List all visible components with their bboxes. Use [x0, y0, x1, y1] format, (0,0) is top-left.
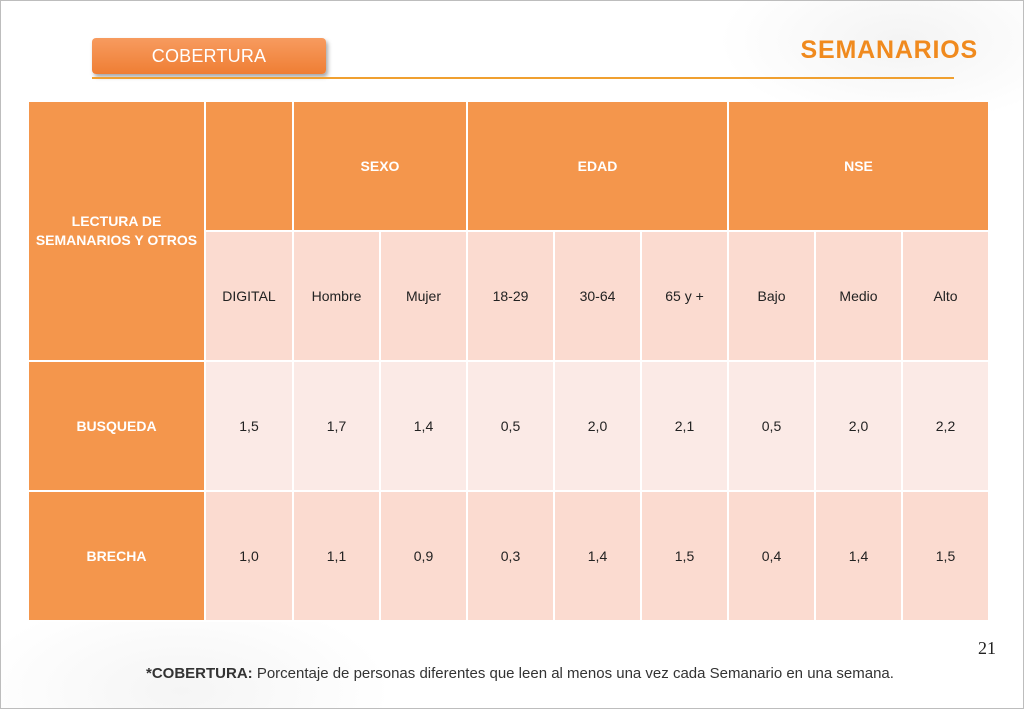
page-number: 21 [978, 638, 996, 658]
footnote: *COBERTURA: Porcentaje de personas difer… [146, 664, 906, 683]
column-header: 30-64 [555, 232, 640, 360]
group-header-edad: EDAD [468, 102, 727, 230]
table-cell: 2,0 [555, 362, 640, 490]
table-cell: 1,4 [381, 362, 466, 490]
column-header: Hombre [294, 232, 379, 360]
group-header-row: LECTURA DE SEMANARIOS Y OTROS SEXO EDAD … [29, 102, 988, 360]
table-cell: 1,4 [816, 492, 901, 620]
table-cell: 1,1 [294, 492, 379, 620]
table-cell: 2,0 [816, 362, 901, 490]
column-header: Bajo [729, 232, 814, 360]
row-label: BRECHA [29, 492, 204, 620]
section-tab: COBERTURA [92, 38, 326, 74]
footnote-text: Porcentaje de personas diferentes que le… [252, 665, 894, 682]
column-header: 65 y + [642, 232, 727, 360]
table-cell: 1,5 [642, 492, 727, 620]
column-header: DIGITAL [206, 232, 292, 360]
column-header: 18-29 [468, 232, 553, 360]
table-cell: 0,4 [729, 492, 814, 620]
group-header-nse: NSE [729, 102, 988, 230]
group-header-blank [206, 102, 292, 230]
table-cell: 1,5 [206, 362, 292, 490]
section-tab-label: COBERTURA [151, 45, 267, 66]
data-table: LECTURA DE SEMANARIOS Y OTROS SEXO EDAD … [27, 100, 990, 622]
table-row: BRECHA 1,0 1,1 0,9 0,3 1,4 1,5 0,4 1,4 1… [29, 492, 988, 620]
table-cell: 2,1 [642, 362, 727, 490]
table-cell: 1,7 [294, 362, 379, 490]
table-cell: 2,2 [903, 362, 988, 490]
table-cell: 0,5 [468, 362, 553, 490]
corner-label: LECTURA DE SEMANARIOS Y OTROS [29, 102, 204, 360]
table-cell: 1,5 [903, 492, 988, 620]
table-row: BUSQUEDA 1,5 1,7 1,4 0,5 2,0 2,1 0,5 2,0… [29, 362, 988, 490]
column-header: Alto [903, 232, 988, 360]
table-cell: 1,4 [555, 492, 640, 620]
table-cell: 0,9 [381, 492, 466, 620]
table-cell: 1,0 [206, 492, 292, 620]
page-title: SEMANARIOS [800, 36, 978, 64]
group-header-sexo: SEXO [294, 102, 466, 230]
row-label: BUSQUEDA [29, 362, 204, 490]
column-header-row: DIGITAL Hombre Mujer 18-29 30-64 65 y + … [29, 232, 988, 360]
footnote-term: *COBERTURA: [146, 665, 253, 682]
column-header: Medio [816, 232, 901, 360]
column-header: Mujer [381, 232, 466, 360]
table-cell: 0,5 [729, 362, 814, 490]
table-cell: 0,3 [468, 492, 553, 620]
title-divider [92, 77, 954, 79]
